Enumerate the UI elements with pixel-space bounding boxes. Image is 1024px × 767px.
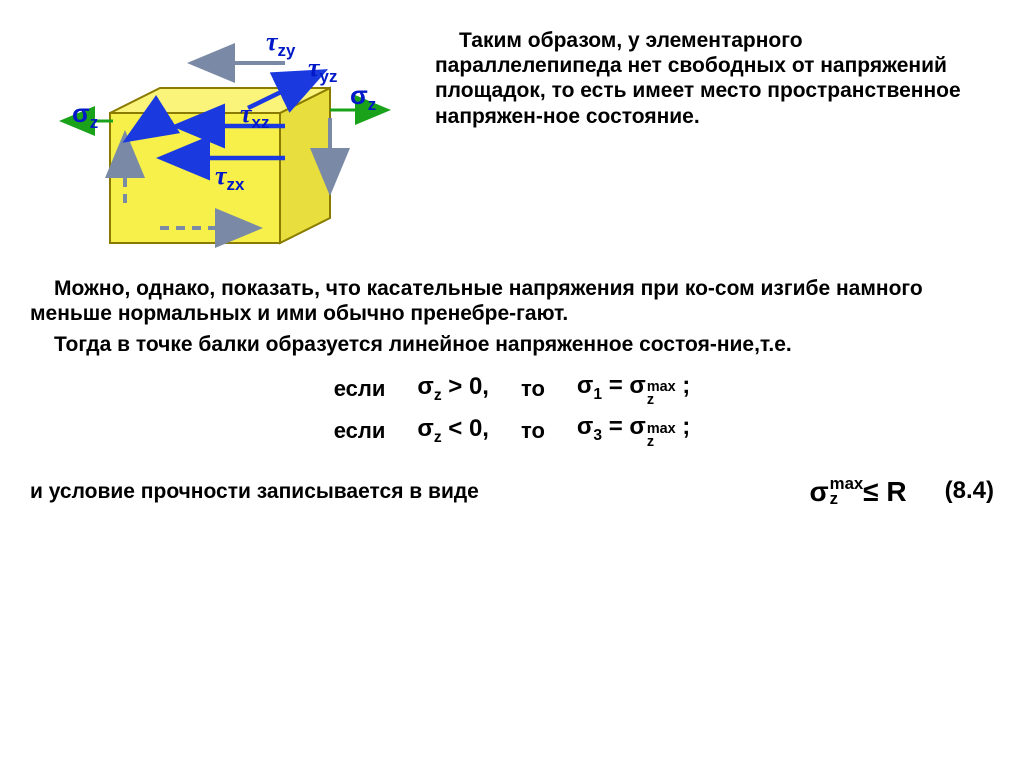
eq2-right: σ3 = σmaxz ;: [577, 413, 690, 448]
label-tau-xz: τxz: [240, 98, 269, 133]
top-paragraph: Таким образом, у элементарного параллеле…: [435, 18, 994, 129]
label-sigma-z-right: σz: [350, 80, 376, 115]
equation-row-1: если σz > 0, то σ1 = σmaxz ;: [30, 372, 994, 407]
equation-number: (8.4): [925, 477, 994, 506]
label-tau-yz: τyz: [308, 52, 337, 87]
label-tau-zx: τzx: [215, 160, 244, 195]
eq1-right: σ1 = σmaxz ;: [577, 372, 690, 407]
stress-cube-diagram: σz σz τzy τyz τxz τzx: [30, 18, 400, 248]
paragraph-2: Тогда в точке балки образуется линейное …: [30, 332, 994, 357]
strength-lead: и условие прочности записывается в виде: [30, 479, 792, 504]
if-word-2: если: [334, 418, 386, 444]
strength-formula: σmaxz ≤ R: [792, 475, 925, 509]
equation-row-2: если σz < 0, то σ3 = σmaxz ;: [30, 413, 994, 448]
eq1-left: σz > 0,: [417, 373, 489, 406]
then-word-2: то: [521, 418, 545, 444]
equation-block: если σz > 0, то σ1 = σmaxz ; если σz < 0…: [30, 372, 994, 449]
label-sigma-z-left: σz: [72, 98, 98, 133]
then-word: то: [521, 376, 545, 402]
label-tau-zy: τzy: [266, 26, 295, 61]
strength-condition-row: и условие прочности записывается в виде …: [30, 475, 994, 509]
paragraph-1: Можно, однако, показать, что касательные…: [30, 276, 994, 326]
eq2-left: σz < 0,: [417, 415, 489, 448]
if-word: если: [334, 376, 386, 402]
